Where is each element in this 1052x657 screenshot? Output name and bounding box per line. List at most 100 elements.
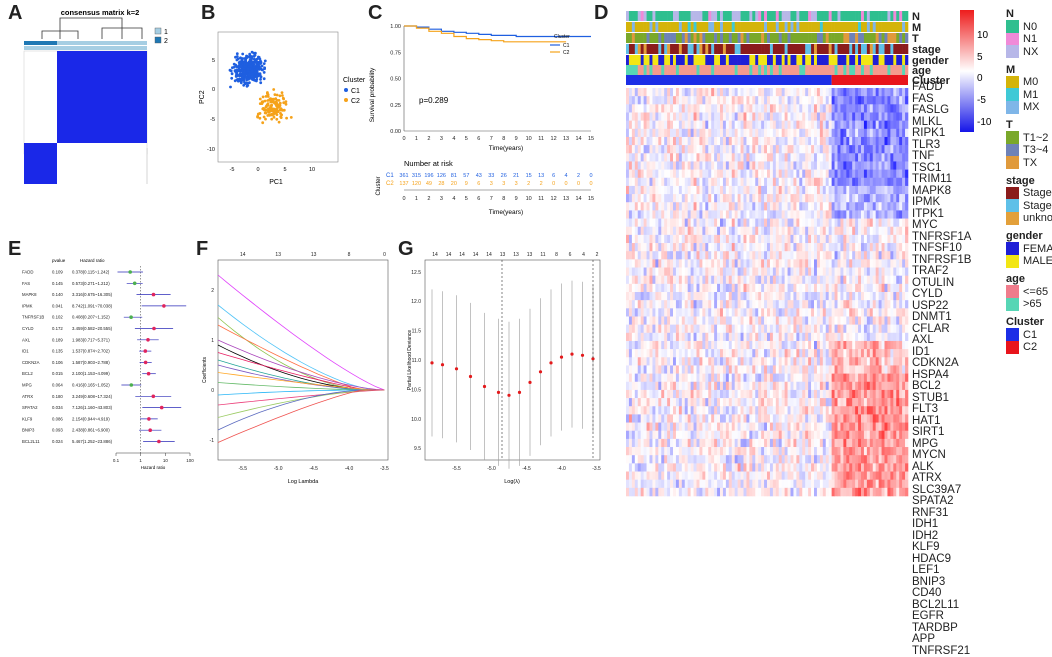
legend-label-1: 1 — [164, 29, 168, 36]
heatmap-cell — [673, 136, 677, 146]
heatmap-cell — [846, 120, 850, 130]
heatmap-cell — [861, 112, 865, 121]
annotation-cell — [655, 44, 659, 54]
heatmap-cell — [702, 226, 706, 236]
annotation-cell — [652, 44, 656, 54]
heatmap-cell — [626, 316, 630, 325]
heatmap-cell — [761, 169, 765, 179]
heatmap-cell — [769, 145, 774, 154]
heatmap-cell — [655, 300, 659, 309]
heatmap-cell — [822, 145, 827, 154]
heatmap-cell — [652, 381, 656, 391]
annotation-cell — [819, 55, 824, 65]
heatmap-cell — [767, 283, 771, 293]
heatmap-cell — [772, 185, 777, 195]
heatmap-cell — [690, 389, 694, 399]
heatmap-cell — [764, 267, 768, 276]
heatmap-cell — [684, 389, 688, 399]
heatmap-cell — [784, 210, 788, 219]
annotation-cell — [693, 55, 697, 65]
heatmap-cell — [675, 251, 680, 260]
heatmap-cell — [787, 292, 791, 301]
survival-pvalue: p=0.289 — [419, 96, 449, 105]
heatmap-cell — [740, 210, 744, 219]
heatmap-cell — [896, 259, 900, 268]
heatmap-cell — [767, 210, 771, 219]
heatmap-cell — [658, 234, 662, 244]
heatmap-cell — [722, 202, 727, 211]
heatmap-cell — [740, 153, 744, 162]
heatmap-cell — [802, 88, 806, 97]
heatmap-cell — [646, 267, 650, 276]
heatmap-cell — [861, 316, 865, 325]
heatmap-cell — [784, 324, 788, 334]
heatmap-cell — [890, 349, 894, 358]
heatmap-cell — [764, 349, 768, 358]
heatmap-cell — [755, 316, 759, 325]
heatmap-cell — [796, 112, 800, 121]
heatmap-cell — [758, 308, 762, 317]
heatmap-cell — [863, 161, 868, 170]
heatmap-cell — [664, 104, 668, 113]
heatmap-cell — [808, 332, 812, 342]
heatmap-cell — [673, 398, 677, 407]
heatmap-cell — [640, 120, 644, 130]
heatmap-cell — [825, 136, 829, 146]
risk-xtick: 7 — [490, 196, 493, 202]
heatmap-cell — [872, 389, 876, 399]
heatmap-cell — [655, 373, 659, 383]
heatmap-cell — [816, 365, 821, 374]
heatmap-cell — [740, 177, 744, 187]
heatmap-cell — [861, 267, 865, 276]
heatmap-cell — [664, 96, 668, 105]
heatmap-cell — [673, 128, 677, 138]
annotation-cell — [878, 22, 882, 32]
heatmap-cell — [805, 373, 809, 383]
heatmap-cell — [678, 218, 683, 228]
heatmap-cell — [872, 267, 876, 276]
annotation-cell — [814, 44, 818, 54]
heatmap-cell — [855, 177, 859, 187]
heatmap-cell — [708, 202, 712, 211]
annotation-cell — [731, 22, 735, 32]
annotation-cell — [769, 44, 774, 54]
heatmap-cell — [758, 210, 762, 219]
annotation-cell — [702, 22, 706, 32]
heatmap-cell — [852, 136, 856, 146]
heatmap-cell — [861, 177, 865, 187]
heatmap-cell — [787, 373, 791, 383]
heatmap-cell — [802, 308, 806, 317]
heatmap-cell — [843, 120, 847, 130]
annotation-cell — [852, 22, 856, 32]
heatmap-cell — [708, 251, 712, 260]
heatmap-cell — [799, 88, 803, 97]
heatmap-cell — [667, 267, 671, 276]
heatmap-cell — [634, 202, 639, 211]
heatmap-cell — [772, 128, 777, 138]
heatmap-cell — [720, 283, 724, 293]
heatmap-cell — [717, 259, 721, 268]
heatmap-cell — [814, 145, 818, 154]
heatmap-cell — [822, 210, 827, 219]
heatmap-cell — [661, 153, 665, 162]
heatmap-cell — [849, 381, 853, 391]
heatmap-cell — [831, 185, 835, 195]
heatmap-cell — [778, 145, 782, 154]
heatmap-cell — [731, 300, 735, 309]
heatmap-cell — [799, 169, 803, 179]
pca-point-c1 — [240, 58, 244, 62]
heatmap-cell — [878, 161, 882, 170]
heatmap-cell — [643, 357, 647, 366]
heatmap-cell — [855, 373, 859, 383]
heatmap-cell — [690, 226, 694, 236]
heatmap-cell — [717, 292, 721, 301]
heatmap-cell — [902, 104, 906, 113]
heatmap-cell — [758, 251, 762, 260]
heatmap-cell — [761, 177, 765, 187]
heatmap-cell — [746, 153, 750, 162]
heatmap-cell — [837, 194, 841, 203]
heatmap-cell — [822, 153, 827, 162]
heatmap-cell — [634, 357, 639, 366]
heatmap-cell — [675, 153, 680, 162]
heatmap-cell — [778, 185, 782, 195]
